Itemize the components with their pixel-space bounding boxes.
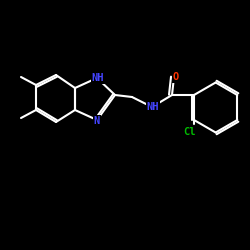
Text: N: N bbox=[94, 116, 100, 126]
Text: Cl: Cl bbox=[184, 127, 196, 137]
Text: O: O bbox=[173, 72, 179, 82]
Text: NH: NH bbox=[92, 73, 104, 83]
Text: NH: NH bbox=[147, 102, 159, 112]
